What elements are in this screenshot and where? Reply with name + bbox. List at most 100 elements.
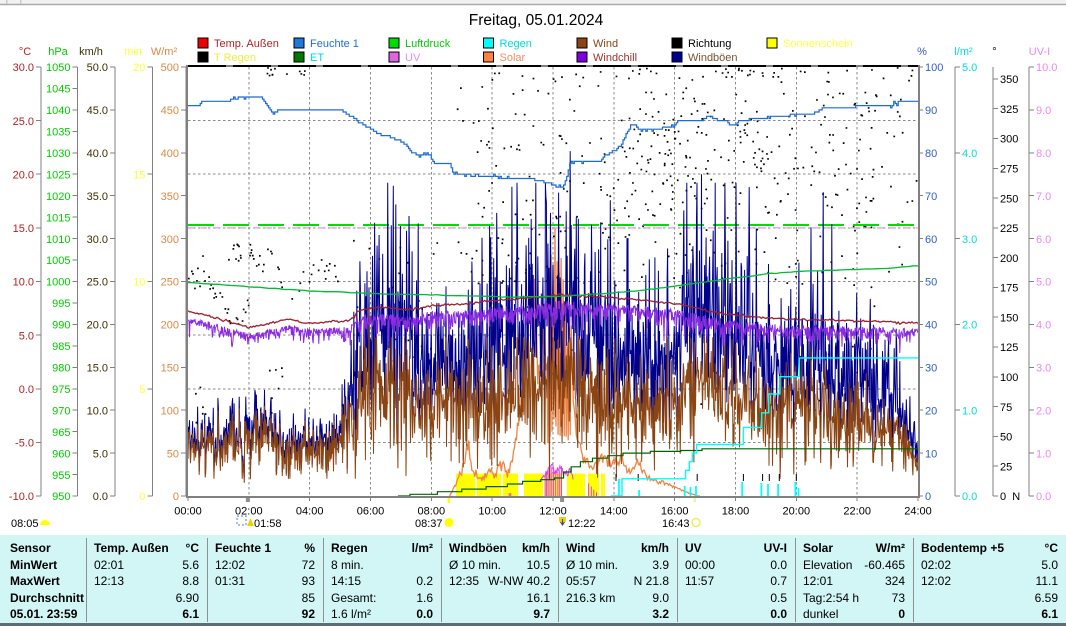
svg-text:08:00: 08:00 (418, 506, 446, 518)
svg-text:350: 350 (1000, 74, 1018, 86)
svg-text:990: 990 (52, 320, 70, 332)
svg-text:14:00: 14:00 (600, 506, 628, 518)
svg-text:400: 400 (161, 148, 179, 160)
svg-text:30.0: 30.0 (87, 234, 108, 246)
svg-text:1025: 1025 (46, 169, 70, 181)
svg-text:%: % (917, 46, 927, 58)
svg-text:90: 90 (925, 105, 937, 117)
svg-text:Windchill: Windchill (593, 52, 637, 64)
svg-text:25.0: 25.0 (87, 277, 108, 289)
svg-text:965: 965 (52, 427, 70, 439)
svg-text:4.0: 4.0 (1036, 320, 1051, 332)
svg-text:T Regen: T Regen (214, 52, 256, 64)
svg-text:1010: 1010 (46, 234, 70, 246)
svg-text:975: 975 (52, 384, 70, 396)
svg-text:250: 250 (161, 277, 179, 289)
svg-text:hPa: hPa (48, 46, 68, 58)
svg-text:Feuchte 1: Feuchte 1 (310, 38, 359, 50)
svg-text:10: 10 (925, 448, 937, 460)
svg-text:150: 150 (161, 363, 179, 375)
svg-text:5.0: 5.0 (93, 448, 108, 460)
svg-text:1.0: 1.0 (1036, 448, 1051, 460)
svg-text:2.0: 2.0 (1036, 405, 1051, 417)
svg-text:Solar: Solar (500, 52, 526, 64)
svg-text:955: 955 (52, 470, 70, 482)
svg-text:500: 500 (161, 62, 179, 74)
svg-text:80: 80 (925, 148, 937, 160)
svg-text:-10.0: -10.0 (9, 491, 34, 503)
svg-text:35.0: 35.0 (87, 191, 108, 203)
svg-text:15.0: 15.0 (13, 223, 34, 235)
svg-text:Wind: Wind (593, 38, 618, 50)
svg-text:10.0: 10.0 (13, 277, 34, 289)
svg-text:275: 275 (1000, 164, 1018, 176)
svg-text:1035: 1035 (46, 127, 70, 139)
svg-text:02:00: 02:00 (235, 506, 263, 518)
svg-text:5.0: 5.0 (1036, 277, 1051, 289)
svg-text:45.0: 45.0 (87, 105, 108, 117)
svg-text:20: 20 (133, 62, 145, 74)
svg-text:3.0: 3.0 (1036, 363, 1051, 375)
svg-text:01:58: 01:58 (254, 518, 282, 530)
svg-text:5.0: 5.0 (19, 330, 34, 342)
svg-text:5.0: 5.0 (962, 62, 977, 74)
svg-text:225: 225 (1000, 223, 1018, 235)
svg-text:10: 10 (133, 277, 145, 289)
svg-text:16:00: 16:00 (661, 506, 689, 518)
svg-text:0: 0 (139, 491, 145, 503)
svg-text:950: 950 (52, 491, 70, 503)
svg-text:UV-I: UV-I (1029, 46, 1050, 58)
svg-text:0.0: 0.0 (1036, 491, 1051, 503)
svg-text:175: 175 (1000, 283, 1018, 295)
svg-text:2.0: 2.0 (962, 320, 977, 332)
svg-text:0: 0 (925, 491, 931, 503)
svg-text:Regen: Regen (500, 38, 532, 50)
svg-text:3.0: 3.0 (962, 234, 977, 246)
svg-text:8.0: 8.0 (1036, 148, 1051, 160)
svg-text:40.0: 40.0 (87, 148, 108, 160)
svg-text:22:00: 22:00 (843, 506, 871, 518)
svg-text:20:00: 20:00 (783, 506, 811, 518)
svg-text:1030: 1030 (46, 148, 70, 160)
svg-text:30: 30 (925, 363, 937, 375)
svg-text:08:05: 08:05 (11, 518, 39, 530)
svg-text:350: 350 (161, 191, 179, 203)
svg-text:40: 40 (925, 320, 937, 332)
svg-text:1015: 1015 (46, 212, 70, 224)
svg-text:9.0: 9.0 (1036, 105, 1051, 117)
svg-text:00:00: 00:00 (174, 506, 202, 518)
svg-text:50.0: 50.0 (87, 62, 108, 74)
svg-text:50: 50 (167, 448, 179, 460)
svg-text:°: ° (992, 46, 996, 58)
svg-text:70: 70 (925, 191, 937, 203)
svg-text:0.0: 0.0 (93, 491, 108, 503)
svg-text:Freitag, 05.01.2024: Freitag, 05.01.2024 (469, 12, 604, 29)
svg-text:16:43: 16:43 (662, 518, 690, 530)
svg-text:150: 150 (1000, 312, 1018, 324)
svg-text:20: 20 (925, 405, 937, 417)
svg-text:60: 60 (925, 234, 937, 246)
svg-text:°C: °C (19, 46, 31, 58)
svg-text:100: 100 (925, 62, 943, 74)
svg-text:300: 300 (161, 234, 179, 246)
svg-text:08:37: 08:37 (415, 518, 443, 530)
svg-text:1020: 1020 (46, 191, 70, 203)
svg-text:10.0: 10.0 (87, 405, 108, 417)
svg-text:50: 50 (1000, 432, 1012, 444)
svg-text:0 N: 0 N (1000, 491, 1020, 503)
svg-text:300: 300 (1000, 134, 1018, 146)
svg-text:125: 125 (1000, 342, 1018, 354)
svg-text:7.0: 7.0 (1036, 191, 1051, 203)
svg-text:l/m²: l/m² (954, 46, 973, 58)
svg-text:24:00: 24:00 (904, 506, 932, 518)
svg-text:1040: 1040 (46, 105, 70, 117)
svg-text:UV: UV (405, 52, 421, 64)
svg-text:18:00: 18:00 (722, 506, 750, 518)
svg-text:0: 0 (173, 491, 179, 503)
svg-text:985: 985 (52, 341, 70, 353)
svg-text:10.0: 10.0 (1036, 62, 1057, 74)
svg-text:6.0: 6.0 (1036, 234, 1051, 246)
svg-text:200: 200 (1000, 253, 1018, 265)
svg-text:20.0: 20.0 (87, 320, 108, 332)
svg-text:75: 75 (1000, 402, 1012, 414)
